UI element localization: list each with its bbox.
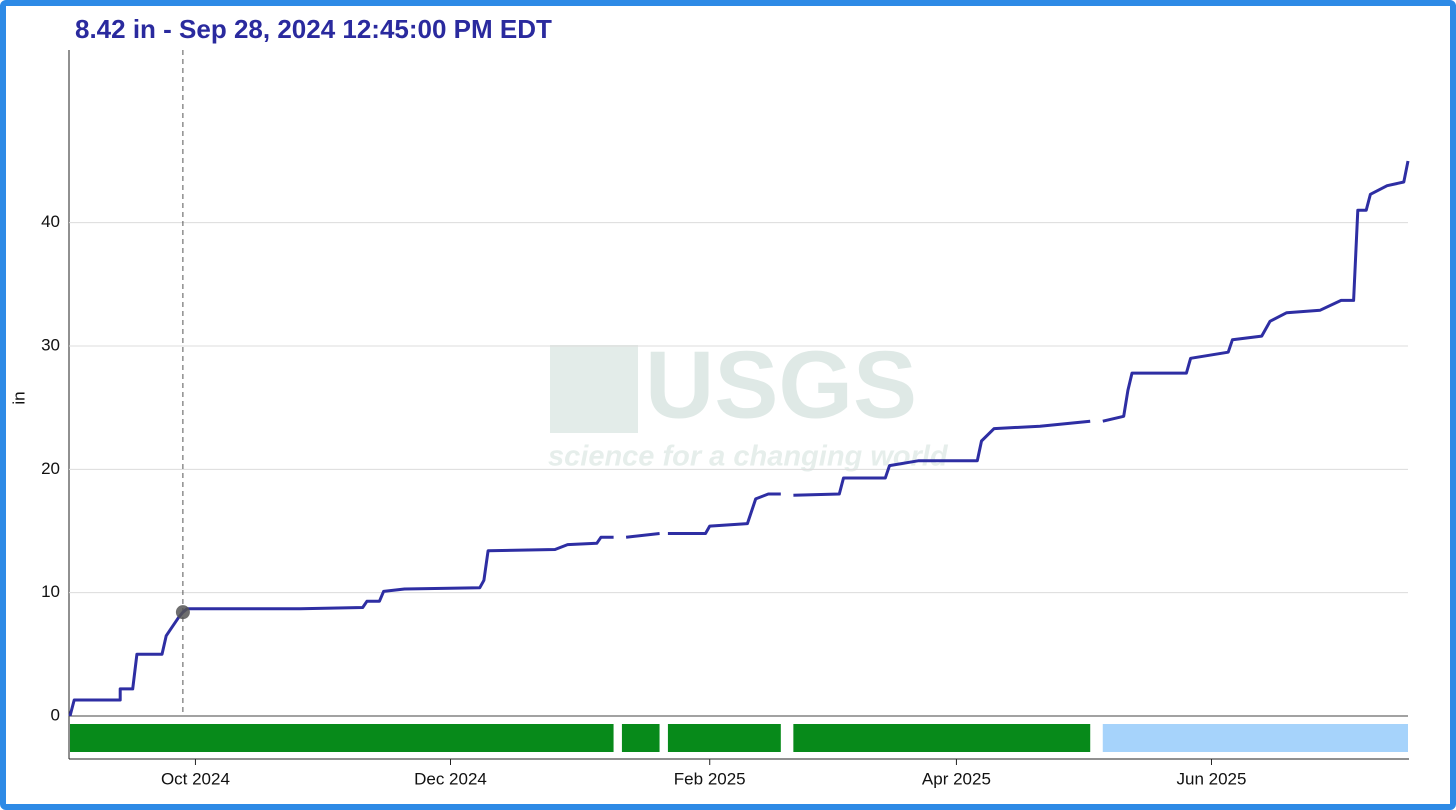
status-band [1102,724,1408,752]
status-band [793,724,1091,752]
chart-title: 8.42 in - Sep 28, 2024 12:45:00 PM EDT [75,14,552,44]
y-tick-label: 30 [41,335,60,354]
status-band [70,724,614,752]
y-axis-label: in [9,391,28,404]
status-band [667,724,781,752]
y-tick-label: 20 [41,459,60,478]
watermark-tagline: science for a changing world [548,441,949,473]
watermark-logo [550,345,638,433]
x-tick-label: Feb 2025 [674,769,746,788]
watermark-logo-text: USGS [645,331,917,438]
x-tick-label: Dec 2024 [414,769,487,788]
highlight-point [175,605,190,620]
x-tick-label: Oct 2024 [161,769,230,788]
series-line [68,160,1410,717]
y-tick-label: 0 [51,705,60,724]
y-tick-label: 10 [41,582,60,601]
x-tick-label: Jun 2025 [1177,769,1247,788]
watermark: USGS science for a changing world [548,331,949,472]
status-band [621,724,660,752]
y-tick-label: 40 [41,212,60,231]
x-tick-label: Apr 2025 [922,769,991,788]
